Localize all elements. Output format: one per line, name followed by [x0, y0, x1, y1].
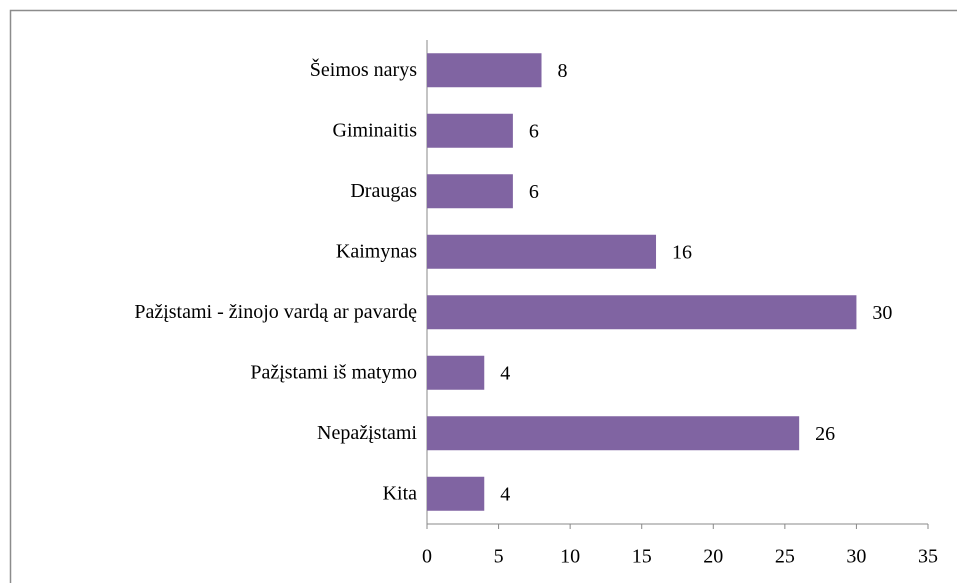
data-label: 6 [529, 120, 539, 142]
bar [427, 234, 657, 269]
data-label: 16 [672, 241, 692, 263]
chart-frame [9, 9, 957, 583]
data-label: 4 [500, 483, 510, 505]
x-tick-label: 15 [632, 546, 652, 568]
y-tick-label: Pažįstami - žinojo vardą ar pavardę [134, 301, 417, 323]
y-tick-label: Draugas [350, 180, 417, 202]
bar [427, 295, 857, 330]
data-label: 6 [529, 181, 539, 203]
bar [427, 53, 542, 88]
bar [427, 174, 513, 209]
data-label: 26 [815, 423, 835, 445]
x-tick-label: 25 [775, 546, 795, 568]
bar [427, 476, 485, 511]
bar [427, 355, 485, 390]
x-tick-label: 0 [422, 546, 432, 568]
bar [427, 113, 513, 148]
x-tick-label: 30 [846, 546, 866, 568]
y-tick-label: Kita [383, 482, 418, 504]
data-label: 8 [558, 60, 568, 82]
data-label: 30 [872, 302, 892, 324]
y-tick-label: Pažįstami iš matymo [250, 361, 417, 383]
y-tick-label: Nepažįstami [317, 422, 417, 444]
x-tick-label: 35 [918, 546, 938, 568]
y-tick-label: Kaimynas [336, 240, 417, 262]
data-label: 4 [500, 362, 510, 384]
x-tick-label: 20 [703, 546, 723, 568]
x-tick-label: 10 [560, 546, 580, 568]
x-tick-label: 5 [494, 546, 504, 568]
bar [427, 416, 800, 451]
y-tick-label: Giminaitis [333, 119, 418, 141]
y-tick-label: Šeimos narys [310, 57, 417, 81]
